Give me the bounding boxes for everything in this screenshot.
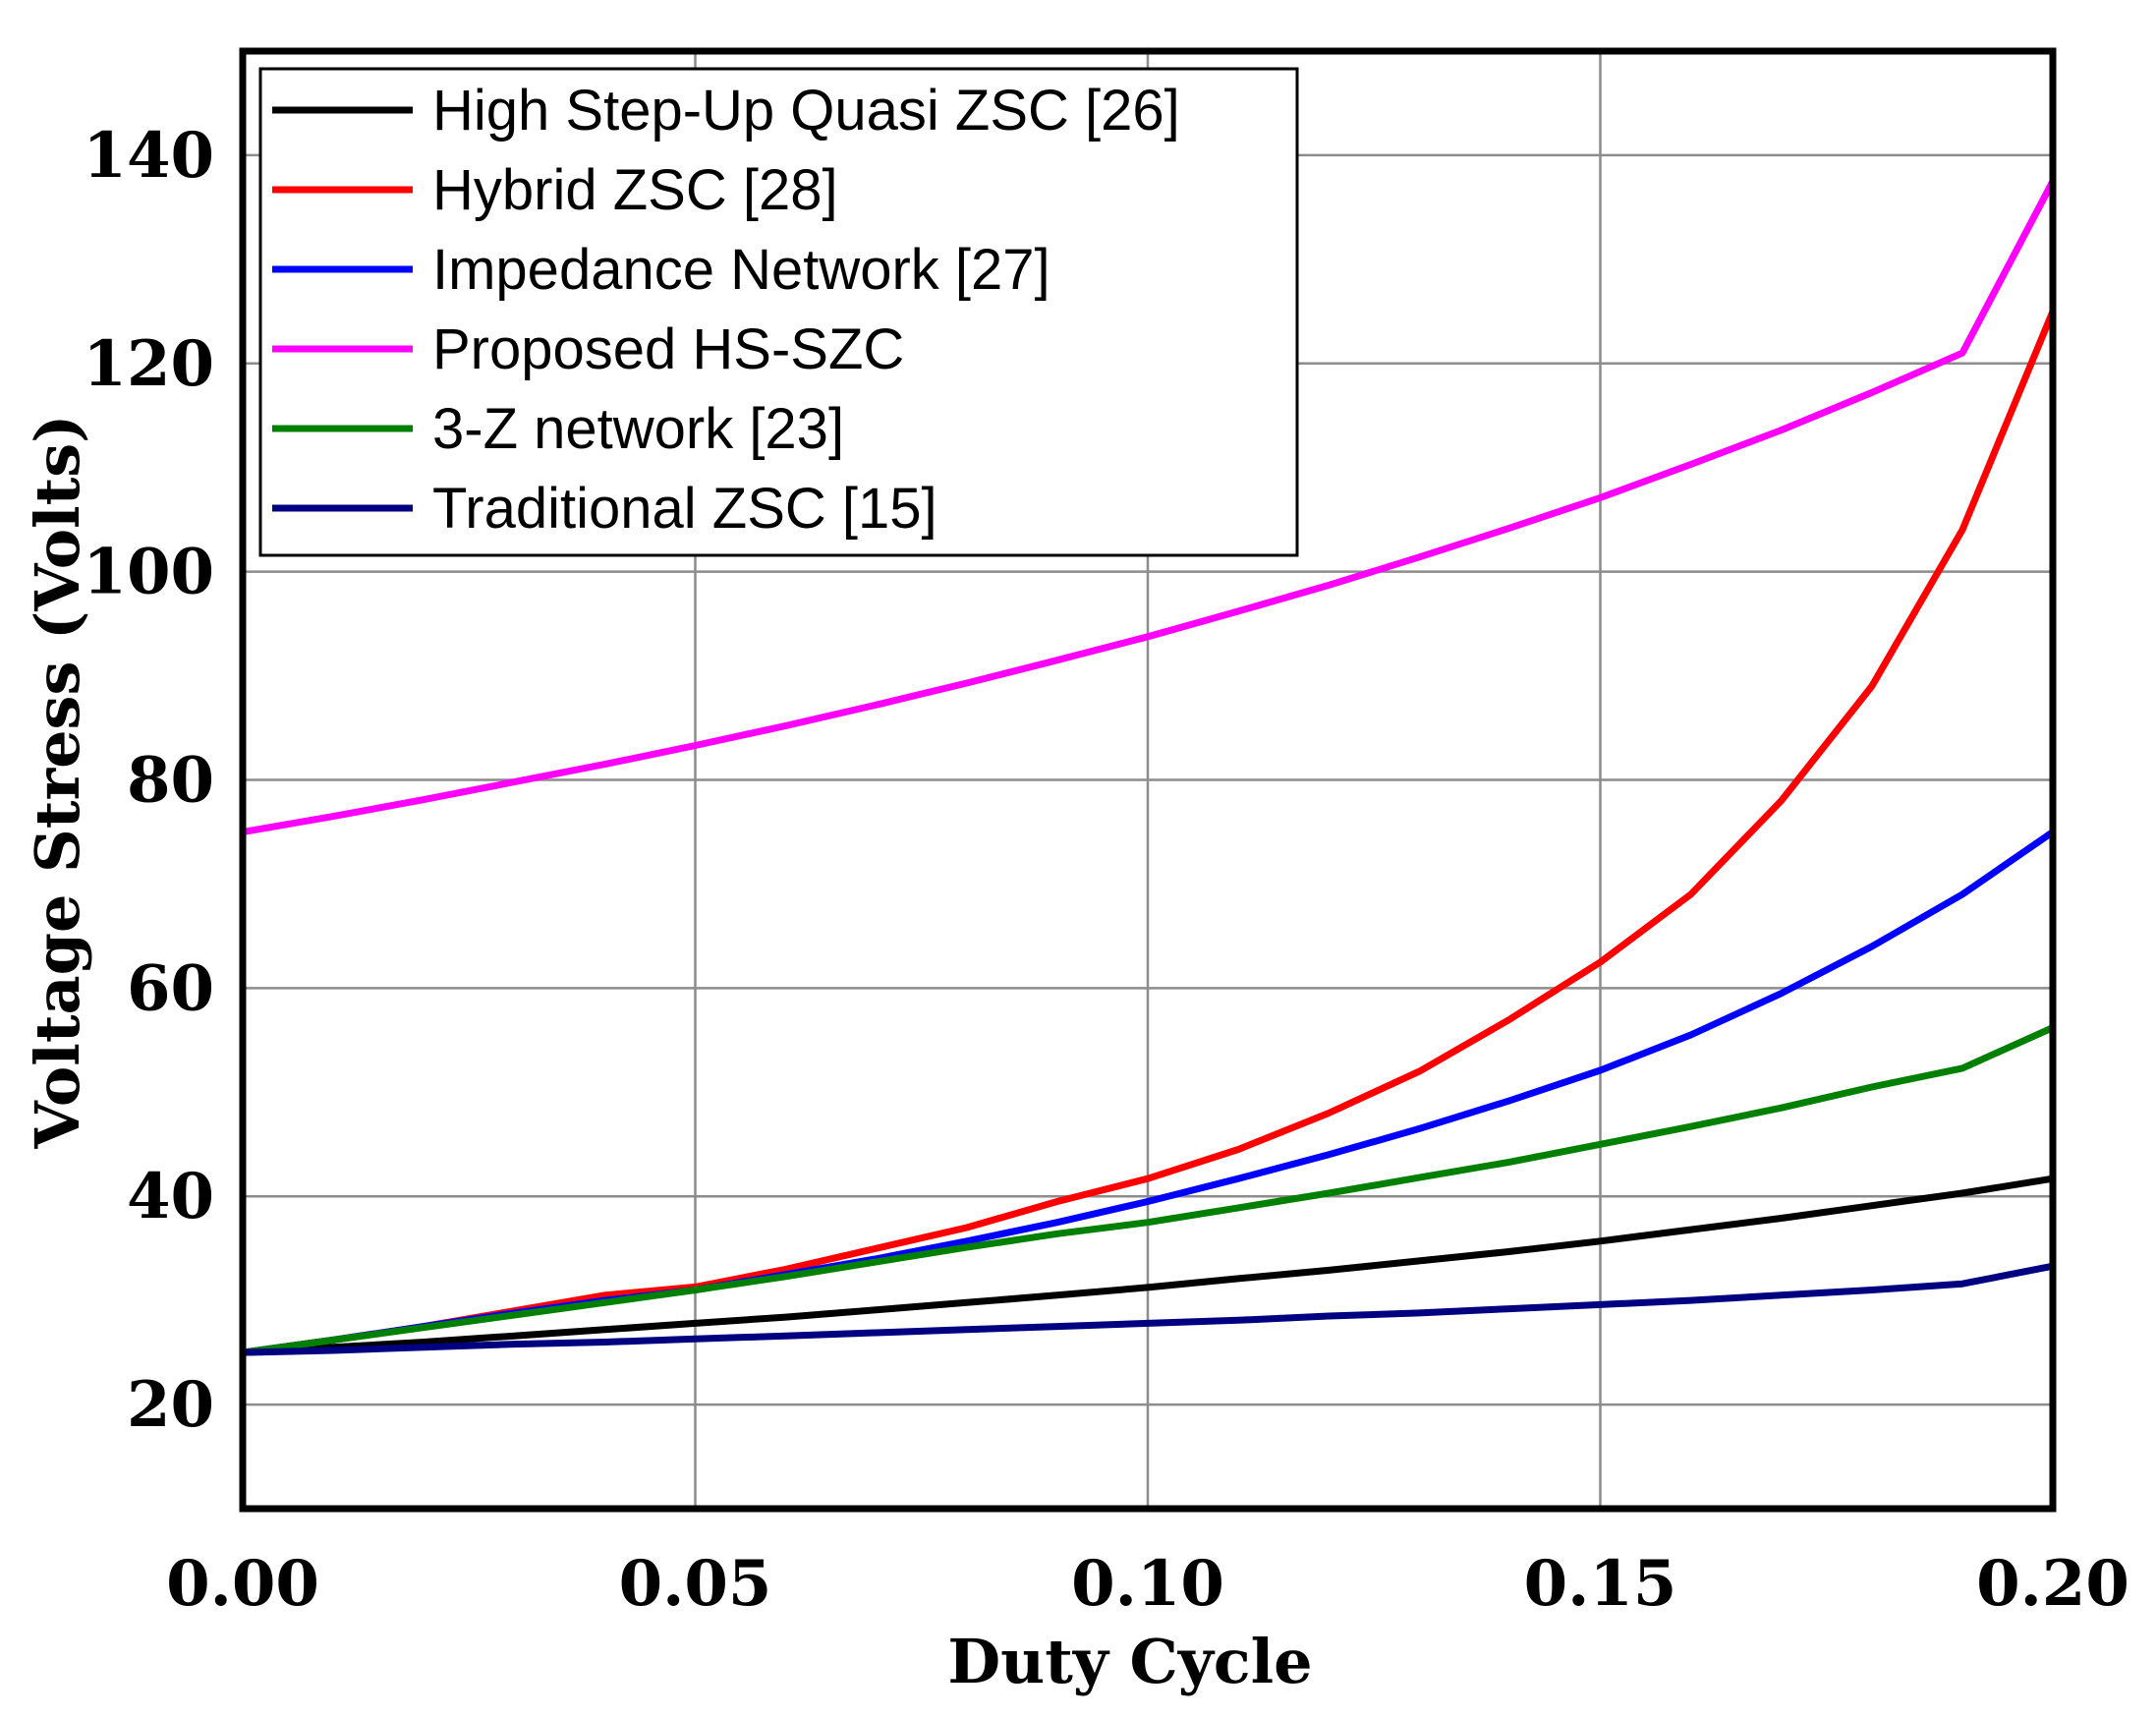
- x-tick-label: 0.20: [1976, 1547, 2129, 1621]
- y-tick-label: 100: [83, 536, 214, 609]
- series-line-3-z-network-23: [239, 1024, 2057, 1356]
- y-tick-label: 80: [127, 744, 214, 818]
- x-tick-label: 0.15: [1524, 1547, 1677, 1621]
- y-tick-label: 140: [83, 119, 214, 193]
- x-axis-title: Duty Cycle: [947, 1626, 1312, 1697]
- legend-label: Traditional ZSC [15]: [432, 477, 937, 541]
- y-tick-label: 40: [127, 1160, 214, 1233]
- legend-label: Proposed HS-SZC: [432, 317, 904, 381]
- legend-label: 3-Z network [23]: [432, 397, 844, 461]
- y-tick-label: 60: [127, 951, 214, 1025]
- y-tick-label: 20: [127, 1368, 214, 1442]
- series-line-high-step-up-quasi-zsc-26: [239, 1175, 2057, 1356]
- legend: High Step-Up Quasi ZSC [26] Hybrid ZSC [2…: [258, 67, 1299, 557]
- legend-label: Hybrid ZSC [28]: [432, 158, 838, 222]
- series-line-proposed-hs-szc: [239, 177, 2057, 835]
- y-axis-title: Voltage Stress (Volts): [22, 415, 93, 1150]
- series-line-traditional-zsc-15: [239, 1262, 2057, 1356]
- y-tick-label: 120: [83, 327, 214, 401]
- x-tick-label: 0.05: [619, 1547, 772, 1621]
- series-lines: [239, 177, 2057, 1356]
- legend-label: High Step-Up Quasi ZSC [26]: [432, 79, 1180, 143]
- legend-label: Impedance Network [27]: [432, 238, 1050, 302]
- plot-frame: [239, 47, 2057, 1513]
- legend-box: [258, 67, 1299, 557]
- tick-labels: 0.00 0.05 0.10 0.15 0.20 20 40 60 80 100 120 140: [83, 119, 2129, 1621]
- x-tick-label: 0.00: [166, 1547, 319, 1621]
- x-tick-label: 0.10: [1071, 1547, 1224, 1621]
